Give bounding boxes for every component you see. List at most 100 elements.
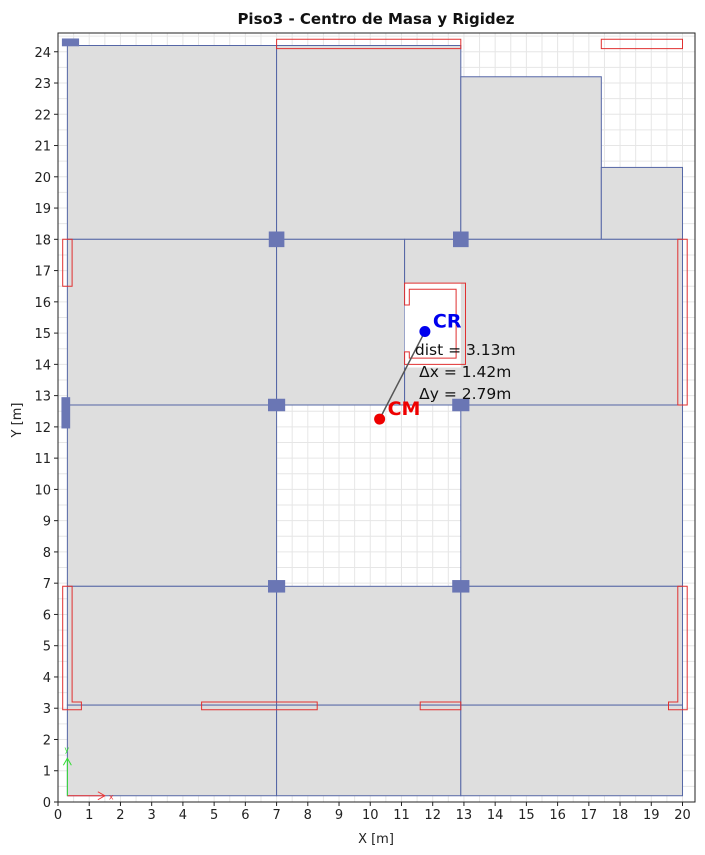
- y-tick-label: 18: [34, 233, 51, 248]
- slab-panel: [66, 404, 278, 587]
- x-tick-label: 11: [393, 808, 410, 823]
- shear-wall: [62, 238, 73, 287]
- y-tick-label: 15: [34, 327, 51, 342]
- y-tick-label: 24: [34, 46, 51, 61]
- slab-panel: [276, 45, 462, 240]
- x-tick-label: 6: [241, 808, 249, 823]
- x-tick-label: 3: [148, 808, 156, 823]
- cr-label: CR: [433, 311, 462, 333]
- y-tick-label: 13: [34, 390, 51, 405]
- slab-panel: [66, 45, 278, 240]
- y-tick-label: 6: [43, 608, 51, 623]
- x-tick-label: 0: [54, 808, 62, 823]
- x-tick-label: 1: [85, 808, 93, 823]
- chart-title: Piso3 - Centro de Masa y Rigidez: [237, 10, 514, 28]
- distance-annotation-line: Δy = 2.79m: [419, 385, 511, 403]
- tick-layer: 0 1 2 3 4 5 6 7 8 9 10 11 12 13 14 15 16 17 18 19 2001234567…: [34, 46, 690, 823]
- x-tick-label: 5: [210, 808, 218, 823]
- cm-label: CM: [388, 398, 421, 420]
- distance-annotation-line: Δx = 1.42m: [419, 363, 511, 381]
- y-tick-label: 9: [43, 515, 51, 530]
- x-tick-label: 10: [362, 808, 379, 823]
- slab-panel: [276, 585, 462, 706]
- slab-panel: [460, 404, 684, 587]
- slab-panel: [460, 585, 684, 706]
- x-tick-label: 7: [272, 808, 280, 823]
- y-tick-label: 10: [34, 483, 51, 498]
- x-tick-label: 17: [581, 808, 598, 823]
- slab-panel: [66, 704, 278, 797]
- y-tick-label: 2: [43, 733, 51, 748]
- local-x-arrowhead: [97, 791, 106, 801]
- x-tick-label: 19: [643, 808, 660, 823]
- local-x-label: x: [109, 793, 114, 802]
- y-axis-label: Y [m]: [10, 403, 25, 439]
- slab-panel: [460, 704, 684, 797]
- slab-panel: [66, 238, 278, 406]
- y-tick-label: 11: [34, 452, 51, 467]
- column: [61, 397, 71, 429]
- y-tick-label: 4: [43, 671, 51, 686]
- slab-panel: [276, 704, 462, 797]
- cm-cr-link: [378, 331, 426, 420]
- plot-frame: [57, 32, 696, 803]
- column: [267, 580, 286, 593]
- y-tick-label: 20: [34, 171, 51, 186]
- column: [453, 231, 469, 248]
- slab-layer: [66, 45, 684, 797]
- y-tick-label: 0: [43, 796, 51, 811]
- marker-layer: CM CR dist = 3.13m Δx = 1.42m Δy = 2.79m: [374, 311, 516, 425]
- y-tick-label: 16: [34, 296, 51, 311]
- slab-panel: [276, 238, 406, 406]
- x-tick-label: 16: [549, 808, 566, 823]
- y-tick-label: 12: [34, 421, 51, 436]
- x-tick-label: 9: [335, 808, 343, 823]
- cm-marker: [374, 413, 386, 425]
- wall-layer: [62, 38, 688, 711]
- x-tick-label: 13: [456, 808, 473, 823]
- column-layer: [61, 38, 470, 593]
- y-tick-label: 14: [34, 358, 51, 373]
- x-tick-label: 12: [424, 808, 441, 823]
- shear-wall: [600, 38, 683, 50]
- y-tick-label: 23: [34, 77, 51, 92]
- cr-marker: [419, 326, 431, 338]
- x-tick-label: 18: [612, 808, 629, 823]
- distance-annotation-line: dist = 3.13m: [415, 341, 516, 359]
- shear-wall: [62, 585, 82, 711]
- column: [61, 38, 80, 47]
- y-tick-label: 3: [43, 702, 51, 717]
- y-tick-label: 19: [34, 202, 51, 217]
- x-tick-label: 15: [518, 808, 535, 823]
- y-tick-label: 7: [43, 577, 51, 592]
- shear-wall: [201, 701, 318, 711]
- shear-wall: [668, 585, 688, 711]
- x-tick-label: 4: [179, 808, 187, 823]
- shear-wall: [404, 282, 466, 365]
- slab-panel: [600, 166, 684, 240]
- shear-wall: [276, 38, 462, 50]
- y-tick-label: 5: [43, 640, 51, 655]
- column: [452, 398, 470, 412]
- shear-wall: [419, 701, 462, 711]
- y-tick-label: 17: [34, 265, 51, 280]
- x-tick-label: 20: [674, 808, 691, 823]
- column: [268, 231, 285, 248]
- column: [452, 580, 470, 593]
- local-y-label: y: [64, 745, 69, 754]
- local-y-arrowhead: [62, 757, 72, 766]
- y-tick-label: 22: [34, 108, 51, 123]
- x-axis-label: X [m]: [358, 832, 394, 847]
- shear-wall: [677, 238, 688, 406]
- x-tick-label: 2: [116, 808, 124, 823]
- x-tick-label: 14: [487, 808, 504, 823]
- local-axes: xy: [62, 745, 114, 802]
- slab-panel: [460, 76, 602, 240]
- slab-panel: [66, 585, 278, 706]
- column: [267, 398, 286, 412]
- y-tick-label: 1: [43, 765, 51, 780]
- y-tick-label: 21: [34, 140, 51, 155]
- y-tick-label: 8: [43, 546, 51, 561]
- x-tick-label: 8: [304, 808, 312, 823]
